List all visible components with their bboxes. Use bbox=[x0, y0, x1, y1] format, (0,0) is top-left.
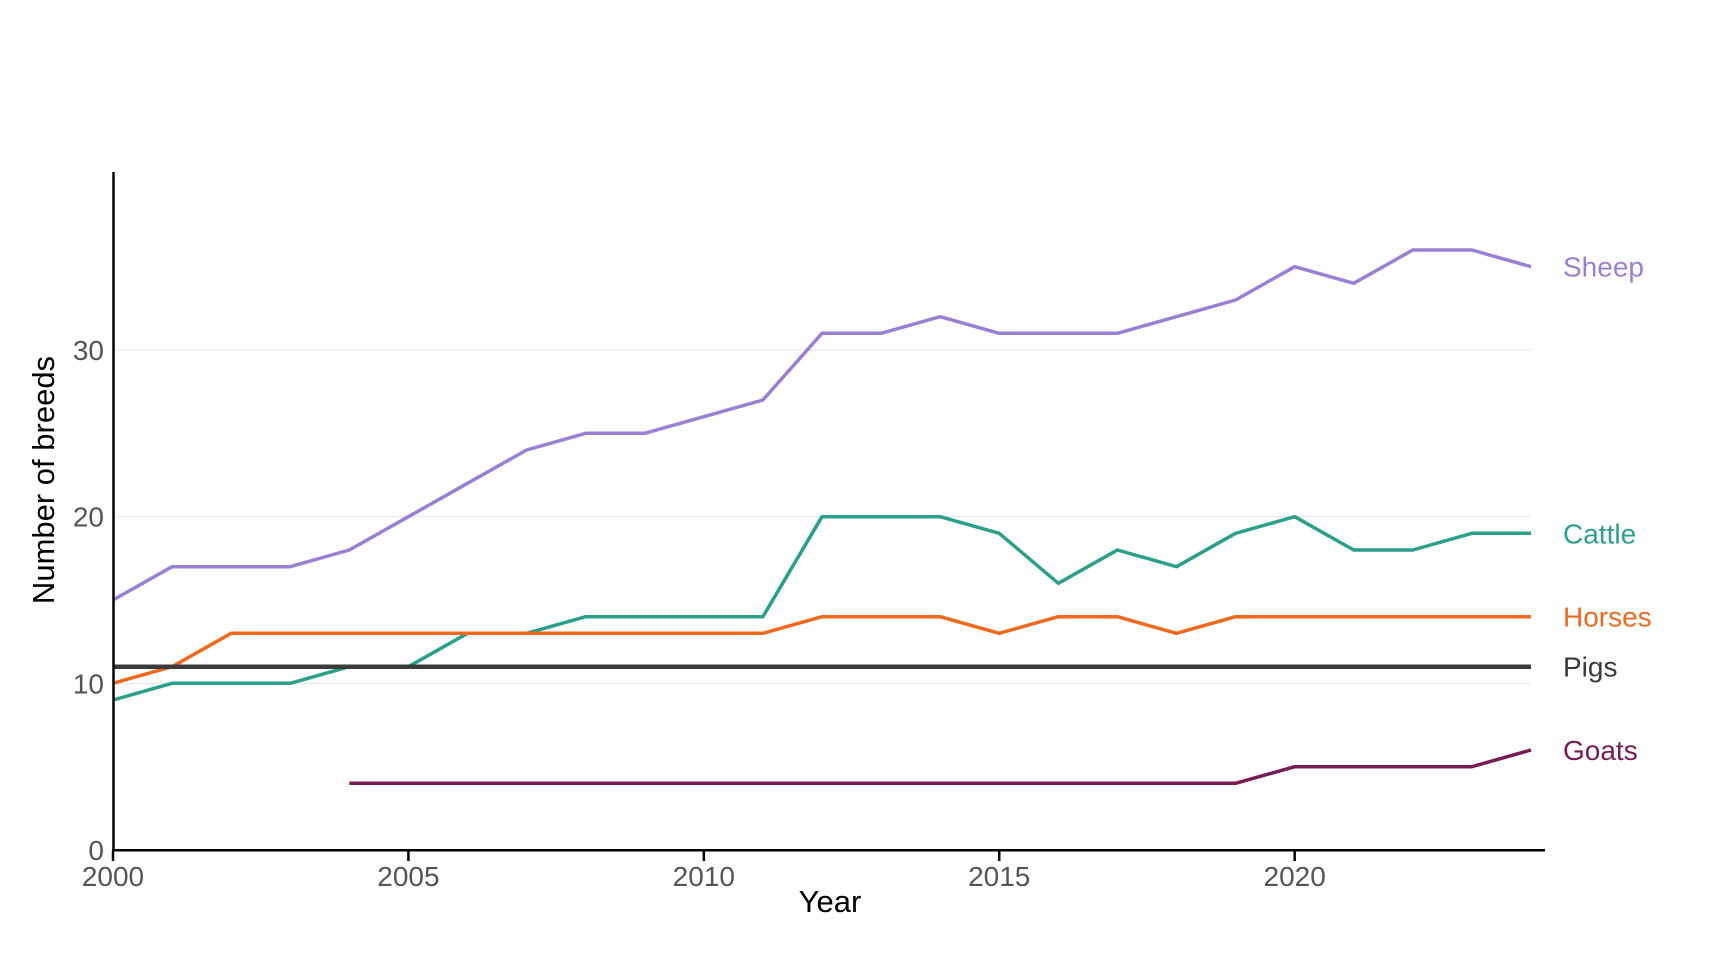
series-line-cattle bbox=[112, 514, 1531, 702]
x-axis-title: Year bbox=[799, 884, 862, 919]
x-axis-tick-labels: 2000 2005 2010 2015 2020 bbox=[82, 861, 1326, 892]
y-tick-label-10: 10 bbox=[73, 668, 104, 699]
y-axis-title: Number of breeds bbox=[26, 356, 61, 604]
series-lines bbox=[112, 248, 1532, 786]
x-tick-label-2020: 2020 bbox=[1264, 861, 1326, 892]
series-line-horses bbox=[112, 614, 1531, 685]
legend-label-pigs: Pigs bbox=[1563, 652, 1617, 683]
x-tick-label-2015: 2015 bbox=[968, 861, 1030, 892]
y-tick-label-20: 20 bbox=[73, 502, 104, 533]
y-tick-label-0: 0 bbox=[88, 835, 104, 866]
legend-label-cattle: Cattle bbox=[1563, 518, 1636, 549]
x-tick-label-2010: 2010 bbox=[673, 861, 735, 892]
legend-label-goats: Goats bbox=[1563, 735, 1638, 766]
series-line-goats bbox=[349, 748, 1532, 786]
x-tick-label-2000: 2000 bbox=[82, 861, 144, 892]
x-tick-label-2005: 2005 bbox=[377, 861, 439, 892]
y-axis-tick-labels: 0 10 20 30 bbox=[73, 335, 104, 866]
x-axis-ticks bbox=[111, 851, 1296, 861]
legend: Sheep Cattle Horses Pigs Goats bbox=[1563, 252, 1652, 766]
y-tick-label-30: 30 bbox=[73, 335, 104, 366]
legend-label-horses: Horses bbox=[1563, 602, 1652, 633]
legend-label-sheep: Sheep bbox=[1563, 252, 1644, 283]
series-line-sheep bbox=[112, 248, 1532, 602]
